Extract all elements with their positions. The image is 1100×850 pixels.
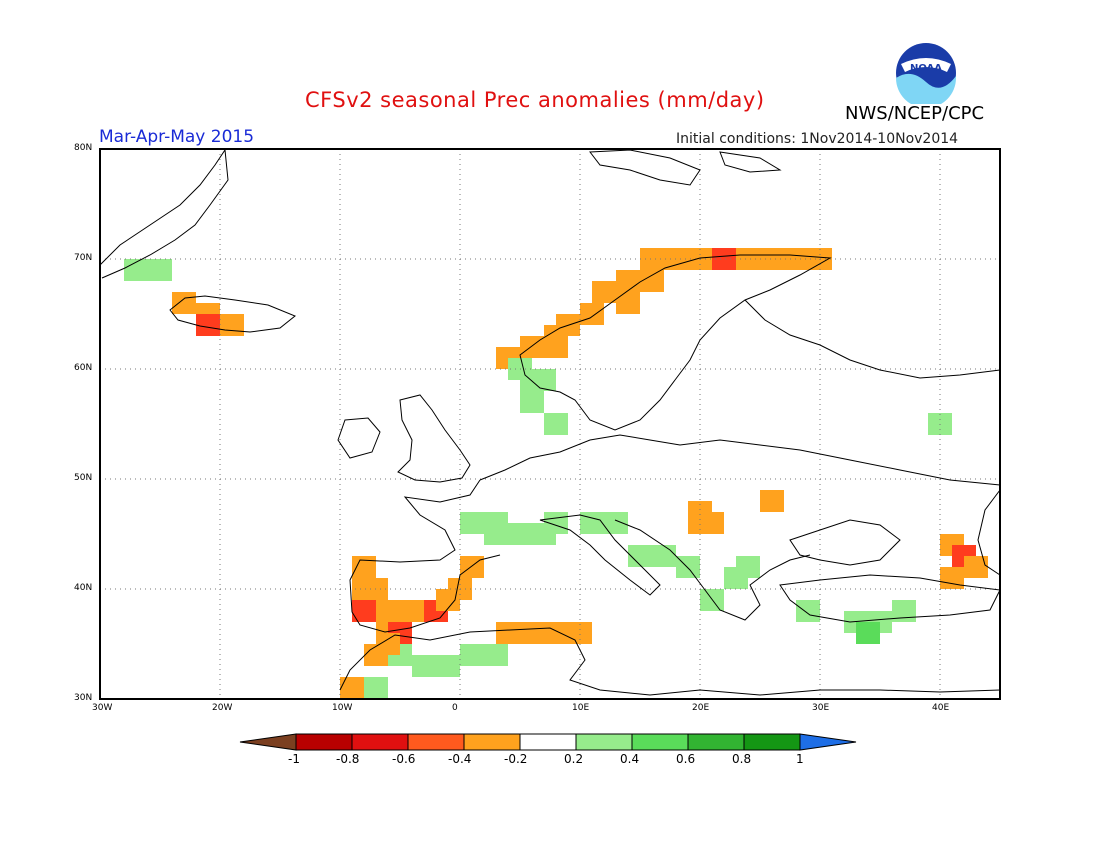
anomaly-cell bbox=[352, 556, 376, 578]
anomaly-cell bbox=[856, 622, 880, 644]
lat-tick-label: 30N bbox=[74, 693, 93, 703]
anomaly-cell bbox=[124, 259, 148, 281]
colorbar-tick-label: 1 bbox=[796, 752, 804, 766]
colorbar-tick-label: 0.6 bbox=[676, 752, 696, 766]
anomaly-cell bbox=[712, 248, 736, 270]
colorbar-tick-label: 0.2 bbox=[564, 752, 584, 766]
colorbar-tick-label: -0.6 bbox=[392, 752, 416, 766]
colorbar-tick-label: -0.8 bbox=[336, 752, 360, 766]
anomaly-cell bbox=[352, 600, 376, 622]
anomaly-cell bbox=[892, 600, 916, 622]
lon-tick-label: 20E bbox=[692, 703, 710, 713]
anomaly-cell bbox=[484, 523, 508, 545]
lon-tick-label: 10E bbox=[572, 703, 590, 713]
anomaly-cell bbox=[700, 512, 724, 534]
anomaly-shading bbox=[124, 248, 988, 699]
colorbar-tick-label: -0.4 bbox=[448, 752, 472, 766]
anomaly-cell bbox=[520, 391, 544, 413]
colorbar-box bbox=[463, 733, 521, 751]
map-gridlines bbox=[100, 149, 1000, 699]
logo-text: NOAA bbox=[910, 63, 942, 74]
lat-tick-label: 60N bbox=[74, 363, 93, 373]
anomaly-cell bbox=[460, 512, 484, 534]
anomaly-cell bbox=[964, 556, 988, 578]
initial-conditions-label: Initial conditions: 1Nov2014-10Nov2014 bbox=[676, 131, 959, 147]
season-label: Mar-Apr-May 2015 bbox=[99, 127, 255, 147]
colorbar-box bbox=[407, 733, 465, 751]
anomaly-cell bbox=[484, 644, 508, 666]
anomaly-cell bbox=[760, 490, 784, 512]
anomaly-cell bbox=[364, 677, 388, 699]
chart-title: CFSv2 seasonal Prec anomalies (mm/day) bbox=[305, 88, 765, 112]
anomaly-cell bbox=[520, 622, 544, 644]
anomaly-cell bbox=[400, 600, 424, 622]
anomaly-cell bbox=[544, 336, 568, 358]
anomaly-cell bbox=[196, 314, 220, 336]
lat-tick-label: 50N bbox=[74, 473, 93, 483]
anomaly-cell bbox=[592, 281, 616, 303]
anomaly-cell bbox=[604, 512, 628, 534]
anomaly-cell bbox=[580, 512, 604, 534]
colorbar-box bbox=[295, 733, 353, 751]
lat-tick-label: 80N bbox=[74, 143, 93, 153]
lon-tick-label: 30W bbox=[92, 703, 113, 713]
colorbar-box bbox=[687, 733, 745, 751]
colorbar-box bbox=[743, 733, 801, 751]
anomaly-cell bbox=[148, 259, 172, 281]
colorbar-tick-label: -1 bbox=[288, 752, 300, 766]
lon-tick-label: 0 bbox=[452, 703, 458, 713]
anomaly-cell bbox=[568, 622, 592, 644]
lon-tick-label: 40E bbox=[932, 703, 950, 713]
anomaly-cell bbox=[760, 248, 784, 270]
colorbar-tick-label: -0.2 bbox=[504, 752, 528, 766]
anomaly-cell bbox=[940, 567, 964, 589]
anomaly-cell bbox=[640, 270, 664, 292]
map-frame bbox=[99, 148, 1001, 700]
colorbar-tick-label: 0.8 bbox=[732, 752, 752, 766]
lat-tick-label: 40N bbox=[74, 583, 93, 593]
anomaly-cell bbox=[640, 248, 664, 270]
coastlines bbox=[99, 148, 1001, 696]
noaa-logo: NOAA bbox=[896, 43, 956, 104]
colorbar-low-arrow bbox=[239, 733, 297, 751]
colorbar-box bbox=[575, 733, 633, 751]
anomaly-cell bbox=[496, 622, 520, 644]
colorbar-tick-label: 0.4 bbox=[620, 752, 640, 766]
anomaly-cell bbox=[460, 644, 484, 666]
colorbar-box bbox=[631, 733, 689, 751]
lon-tick-label: 20W bbox=[212, 703, 233, 713]
anomaly-cell bbox=[412, 655, 436, 677]
lat-tick-label: 70N bbox=[74, 253, 93, 263]
anomaly-cell bbox=[508, 523, 532, 545]
colorbar-high-arrow bbox=[799, 733, 857, 751]
anomaly-cell bbox=[436, 655, 460, 677]
anomaly-cell bbox=[628, 545, 652, 567]
org-label: NWS/NCEP/CPC bbox=[845, 103, 985, 124]
lon-tick-label: 30E bbox=[812, 703, 830, 713]
lon-tick-label: 10W bbox=[332, 703, 353, 713]
colorbar-box bbox=[519, 733, 577, 751]
anomaly-cell bbox=[796, 600, 820, 622]
anomaly-cell bbox=[340, 677, 364, 699]
anomaly-cell bbox=[724, 567, 748, 589]
anomaly-cell bbox=[736, 248, 760, 270]
colorbar-box bbox=[351, 733, 409, 751]
anomaly-cell bbox=[616, 292, 640, 314]
anomaly-cell bbox=[544, 413, 568, 435]
